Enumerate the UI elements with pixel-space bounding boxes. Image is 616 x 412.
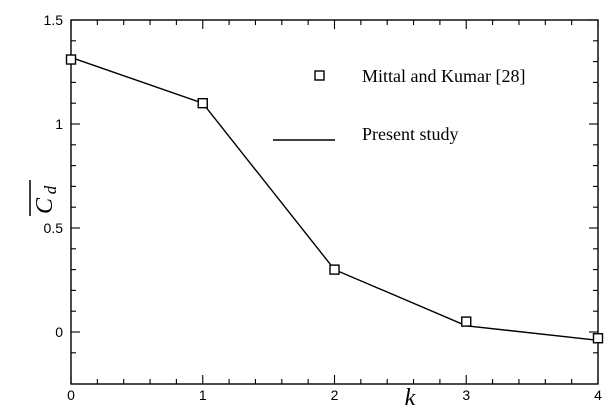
data-point-mittal-kumar (461, 316, 472, 327)
x-tick-label: 1 (199, 387, 207, 403)
data-point-mittal-kumar (592, 333, 604, 344)
x-tick-label: 2 (331, 387, 339, 403)
series-line-present-study (70, 56, 599, 342)
data-point-mittal-kumar (65, 54, 77, 65)
y-axis-label: C d (29, 180, 60, 216)
y-axis-label-subscript: d (41, 185, 60, 194)
x-tick-label: 3 (462, 387, 470, 403)
data-point-mittal-kumar (329, 264, 340, 275)
legend-label-mittal: Mittal and Kumar [28] (362, 66, 525, 86)
data-point-mittal-kumar (197, 97, 208, 109)
legend-label-present-study: Present study (362, 124, 459, 144)
x-tick-label: 0 (67, 387, 75, 403)
y-axis-label-text: C (32, 197, 58, 214)
legend: Mittal and Kumar [28] Present study (273, 66, 525, 144)
y-tick-label: 1.5 (44, 12, 64, 28)
legend-marker-square (314, 70, 325, 81)
y-tick-label: 0.5 (44, 220, 64, 236)
x-tick-label: 4 (594, 387, 602, 403)
y-tick-label: 1 (55, 116, 63, 132)
x-axis-label: k (405, 385, 416, 411)
y-tick-label: 0 (55, 324, 63, 340)
